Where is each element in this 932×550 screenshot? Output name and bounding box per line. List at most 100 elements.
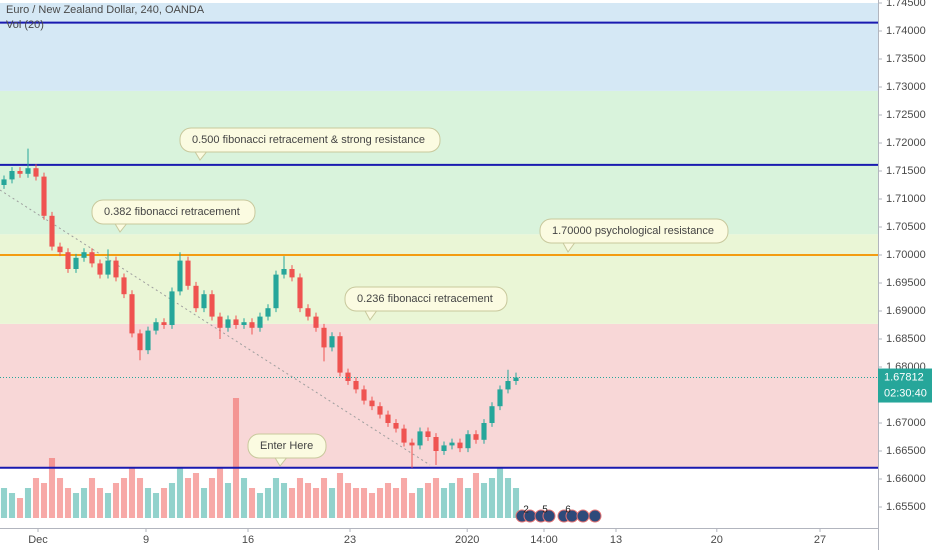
candle-body (121, 277, 127, 295)
callout-text: 0.236 fibonacci retracement (357, 293, 493, 305)
callout-box (344, 286, 508, 312)
candle-body (457, 442, 463, 449)
candle-body (65, 252, 71, 269)
volume-bar (16, 498, 24, 518)
x-tick-label: 2020 (455, 534, 479, 546)
volume-bar (472, 473, 480, 518)
candle-body (241, 322, 247, 325)
volume-bar (408, 493, 416, 518)
volume-bar (456, 478, 464, 518)
candle-body (249, 322, 255, 328)
callout-seam (115, 220, 127, 223)
volume-bar (304, 483, 312, 518)
candle-body (497, 389, 503, 407)
candle-body (73, 257, 79, 269)
candle-body (225, 319, 231, 328)
volume-bar (136, 478, 144, 518)
callout-text: Enter Here (260, 440, 313, 452)
candle-body (361, 389, 367, 401)
candle-body (129, 294, 135, 334)
candle-body (233, 319, 239, 325)
volume-bar (344, 483, 352, 518)
volume-bar (216, 468, 224, 518)
volume-bar (416, 488, 424, 518)
volume-bar (368, 493, 376, 518)
candle-body (473, 434, 479, 440)
volume-bar (200, 488, 208, 518)
y-tick-label: 1.74500 (886, 0, 926, 9)
fib-zone (0, 3, 878, 91)
volume-bar (112, 483, 120, 518)
candle-body (369, 400, 375, 407)
volume-bar (8, 493, 16, 518)
last-price-box (878, 368, 932, 403)
volume-bar (264, 488, 272, 518)
candle-body (257, 316, 263, 328)
volume-bar (504, 478, 512, 518)
y-tick-label: 1.73000 (886, 81, 926, 93)
candle-body (209, 294, 215, 317)
candle-body (417, 431, 423, 446)
callout-box (247, 433, 327, 459)
candle-body (305, 308, 311, 317)
volume-bar (232, 398, 240, 518)
fib-zone (0, 323, 878, 468)
y-tick-label: 1.66000 (886, 473, 926, 485)
callout-text: 1.70000 psychological resistance (552, 225, 714, 237)
candle-body (57, 246, 63, 253)
candle-body (185, 260, 191, 286)
y-tick-label: 1.72000 (886, 137, 926, 149)
volume-bar (240, 478, 248, 518)
y-tick-label: 1.70500 (886, 221, 926, 233)
callout-text: 0.500 fibonacci retracement & strong res… (192, 134, 425, 146)
candle-body (505, 381, 511, 390)
volume-bar (208, 478, 216, 518)
volume-bar (496, 468, 504, 518)
volume-bar (320, 478, 328, 518)
candle-body (321, 327, 327, 348)
candle-body (441, 445, 447, 451)
candle-body (337, 336, 343, 373)
candle-body (313, 316, 319, 328)
volume-bar (24, 488, 32, 518)
candle-body (49, 215, 55, 247)
volume-bar (288, 488, 296, 518)
candle-body (289, 269, 295, 278)
volume-bar (192, 473, 200, 518)
y-tick-label: 1.67000 (886, 417, 926, 429)
candle-body (449, 442, 455, 446)
volume-bar (72, 493, 80, 518)
volume-bar (464, 488, 472, 518)
candle-body (409, 442, 415, 446)
candle-body (153, 322, 159, 331)
candle-body (481, 423, 487, 440)
y-tick-label: 1.69500 (886, 277, 926, 289)
volume-bar (432, 478, 440, 518)
y-tick-label: 1.70000 (886, 249, 926, 261)
volume-bar (64, 488, 72, 518)
y-tick-label: 1.74000 (886, 25, 926, 37)
volume-bar (128, 468, 136, 518)
candle-body (137, 333, 143, 351)
volume-bar (392, 488, 400, 518)
volume-bar (56, 478, 64, 518)
x-tick-label: 14:00 (530, 534, 558, 546)
candle-body (1, 179, 7, 185)
callout-seam (365, 307, 377, 310)
candle-body (273, 274, 279, 309)
volume-bar (184, 478, 192, 518)
volume-bar (32, 478, 40, 518)
y-tick-label: 1.68500 (886, 333, 926, 345)
candle-body (89, 252, 95, 264)
volume-bar (88, 478, 96, 518)
y-tick-label: 1.69000 (886, 305, 926, 317)
x-tick-label: 16 (242, 534, 254, 546)
y-tick-label: 1.65500 (886, 501, 926, 513)
callout-box (179, 127, 441, 153)
volume-bar (336, 473, 344, 518)
candle-body (177, 260, 183, 292)
x-tick-label: 13 (610, 534, 622, 546)
volume-bar (256, 493, 264, 518)
x-tick-label: 9 (143, 534, 149, 546)
candle-body (393, 423, 399, 429)
